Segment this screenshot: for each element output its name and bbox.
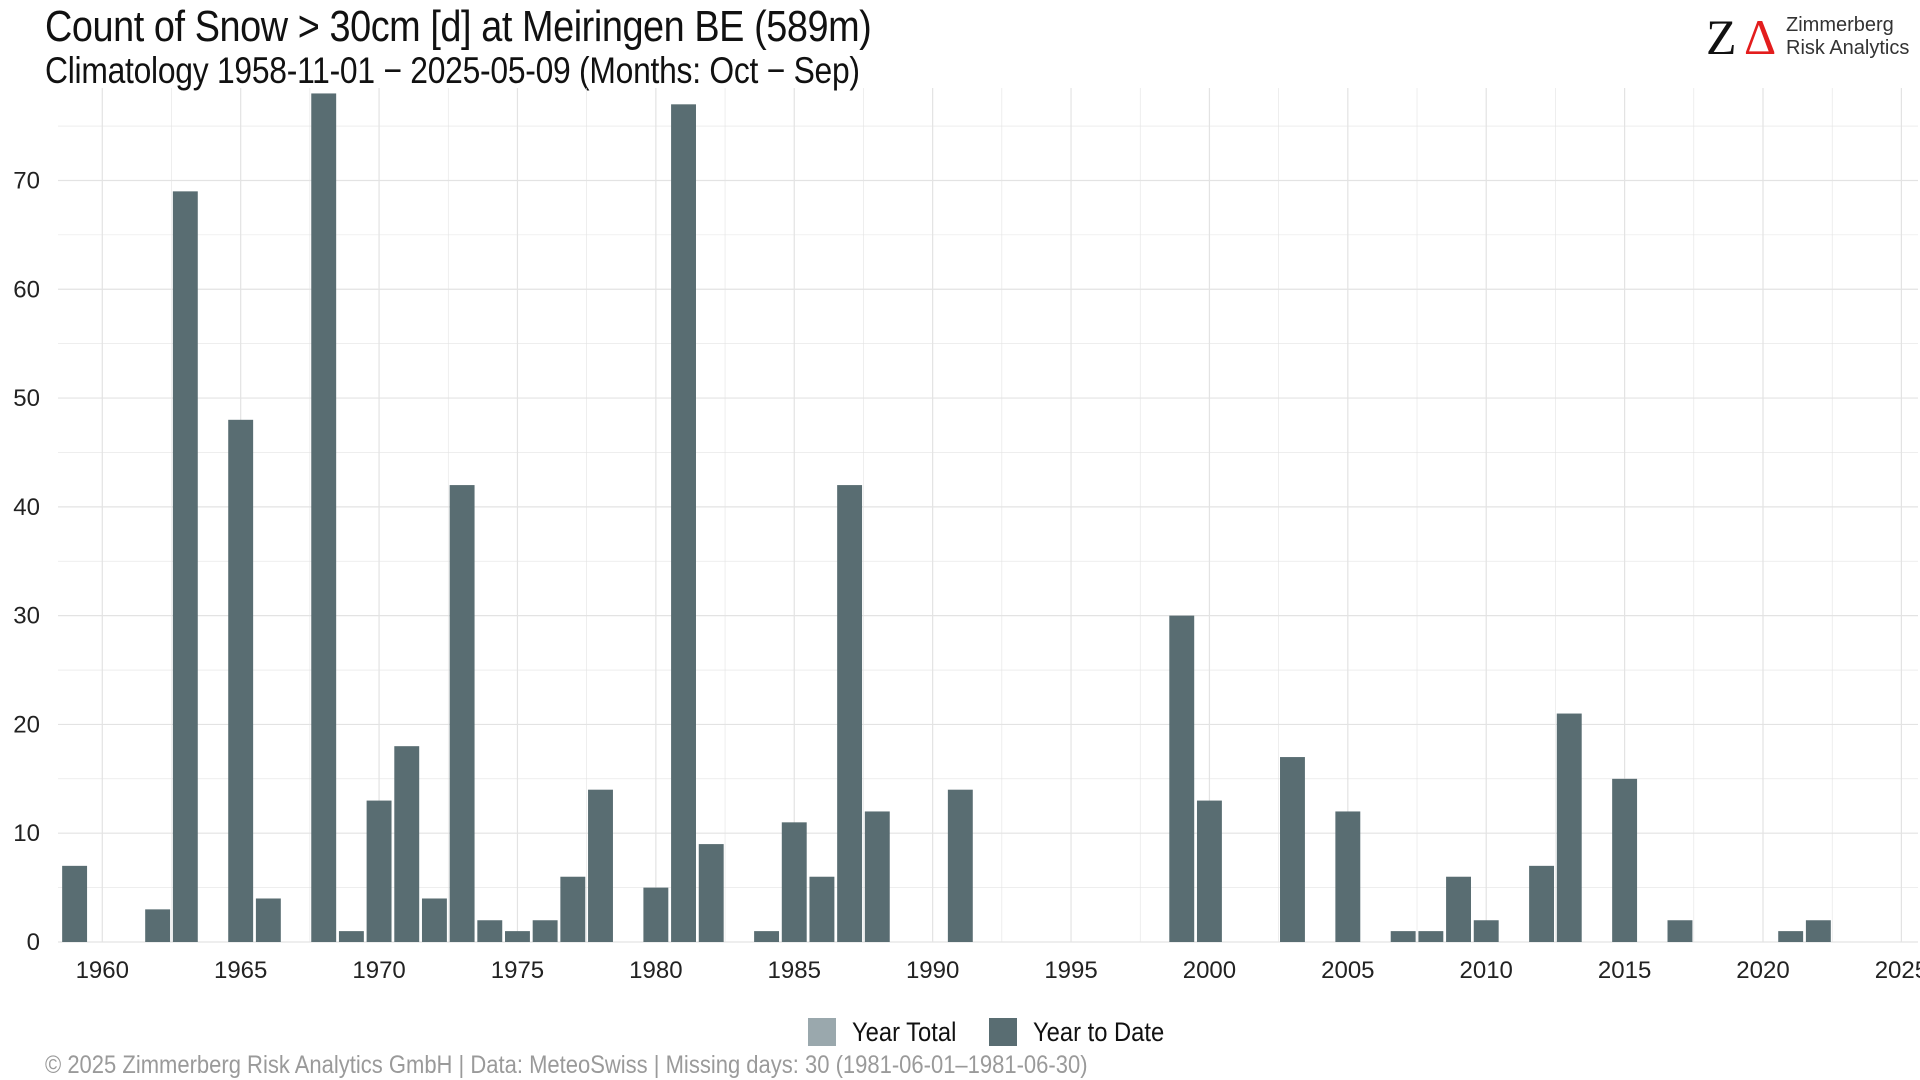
bar xyxy=(228,419,254,942)
company-logo: Z Δ Zimmerberg Risk Analytics xyxy=(1706,9,1910,66)
y-tick-label: 50 xyxy=(13,385,40,412)
bar xyxy=(172,191,198,942)
bar xyxy=(1390,931,1416,942)
x-tick-label: 2025 xyxy=(1875,957,1920,984)
bar xyxy=(255,898,281,942)
grid-lines xyxy=(58,88,1918,943)
bar xyxy=(1529,865,1555,942)
legend-swatch-year-to-date xyxy=(988,1018,1017,1046)
bar xyxy=(643,887,669,942)
bar xyxy=(1418,931,1444,942)
x-tick-label: 1985 xyxy=(768,957,821,984)
x-axis-tick-labels: 1960 1965 1970 1975 1980 1985 1990 1995 2000 2005… xyxy=(76,957,1920,984)
y-tick-label: 10 xyxy=(13,820,40,847)
bar xyxy=(1778,931,1804,942)
x-tick-label: 1960 xyxy=(76,957,129,984)
bar xyxy=(1473,920,1499,942)
legend-item-year-total: Year Total xyxy=(808,1017,971,1048)
x-tick-label: 2005 xyxy=(1321,957,1374,984)
bar xyxy=(1335,811,1361,942)
bar xyxy=(145,909,171,942)
chart-subtitle: Climatology 1958-11-01 − 2025-05-09 (Mon… xyxy=(45,50,860,91)
bar xyxy=(671,104,696,942)
y-tick-label: 0 xyxy=(27,929,40,956)
bar xyxy=(698,844,724,942)
bar xyxy=(505,931,530,942)
y-axis-tick-labels: 0 10 20 30 40 50 60 70 xyxy=(13,167,40,956)
bar xyxy=(366,800,392,942)
bar xyxy=(781,822,807,942)
footer-caption: © 2025 Zimmerberg Risk Analytics GmbH | … xyxy=(45,1051,1088,1079)
legend-label-year-total: Year Total xyxy=(852,1016,957,1047)
bar xyxy=(809,876,835,942)
y-tick-label: 40 xyxy=(13,494,40,521)
logo-mark-z: Z xyxy=(1706,9,1737,65)
bar xyxy=(754,931,780,942)
legend-label-year-to-date: Year to Date xyxy=(1032,1016,1164,1047)
bar xyxy=(449,485,475,942)
bar xyxy=(560,876,586,942)
bar xyxy=(1667,920,1693,942)
bar xyxy=(1196,800,1222,942)
logo-company-name: Zimmerberg xyxy=(1786,14,1894,36)
bar xyxy=(394,746,420,942)
x-tick-label: 2020 xyxy=(1736,957,1789,984)
bar-chart: 0 10 20 30 40 50 60 70 1960 1965 1970 1975 1980 1985… xyxy=(13,88,1920,984)
y-tick-label: 70 xyxy=(13,167,40,194)
y-tick-label: 60 xyxy=(13,276,40,303)
logo-mark-delta: Δ xyxy=(1744,9,1777,65)
bar xyxy=(532,920,558,942)
legend-item-year-to-date: Year to Date xyxy=(988,1016,1182,1048)
x-tick-label: 1975 xyxy=(491,957,544,984)
x-tick-label: 2015 xyxy=(1598,957,1651,984)
bar xyxy=(588,789,613,942)
bar xyxy=(1805,920,1831,942)
bar xyxy=(477,920,503,942)
x-tick-label: 2010 xyxy=(1460,957,1513,984)
logo-company-tagline: Risk Analytics xyxy=(1786,37,1910,59)
y-tick-label: 30 xyxy=(13,603,40,630)
bar xyxy=(311,93,337,942)
x-tick-label: 1965 xyxy=(214,957,267,984)
bar xyxy=(837,485,863,942)
y-tick-label: 20 xyxy=(13,711,40,738)
bar xyxy=(864,811,890,942)
bars xyxy=(62,93,1831,942)
bar xyxy=(947,789,973,942)
x-tick-label: 1970 xyxy=(352,957,405,984)
bar xyxy=(1612,778,1638,942)
bar xyxy=(1556,713,1582,942)
bar xyxy=(338,931,364,942)
legend-swatch-year-total xyxy=(808,1018,836,1046)
chart-title: Count of Snow > 30cm [d] at Meiringen BE… xyxy=(45,2,872,51)
x-tick-label: 1995 xyxy=(1044,957,1097,984)
bar xyxy=(62,865,88,942)
bar xyxy=(1280,757,1305,942)
x-tick-label: 1990 xyxy=(906,957,959,984)
x-tick-label: 2000 xyxy=(1183,957,1236,984)
bar xyxy=(421,898,447,942)
bar xyxy=(1446,876,1471,942)
bar xyxy=(1169,615,1195,942)
legend: Year Total Year to Date xyxy=(808,1015,1200,1049)
x-tick-label: 1980 xyxy=(629,957,682,984)
